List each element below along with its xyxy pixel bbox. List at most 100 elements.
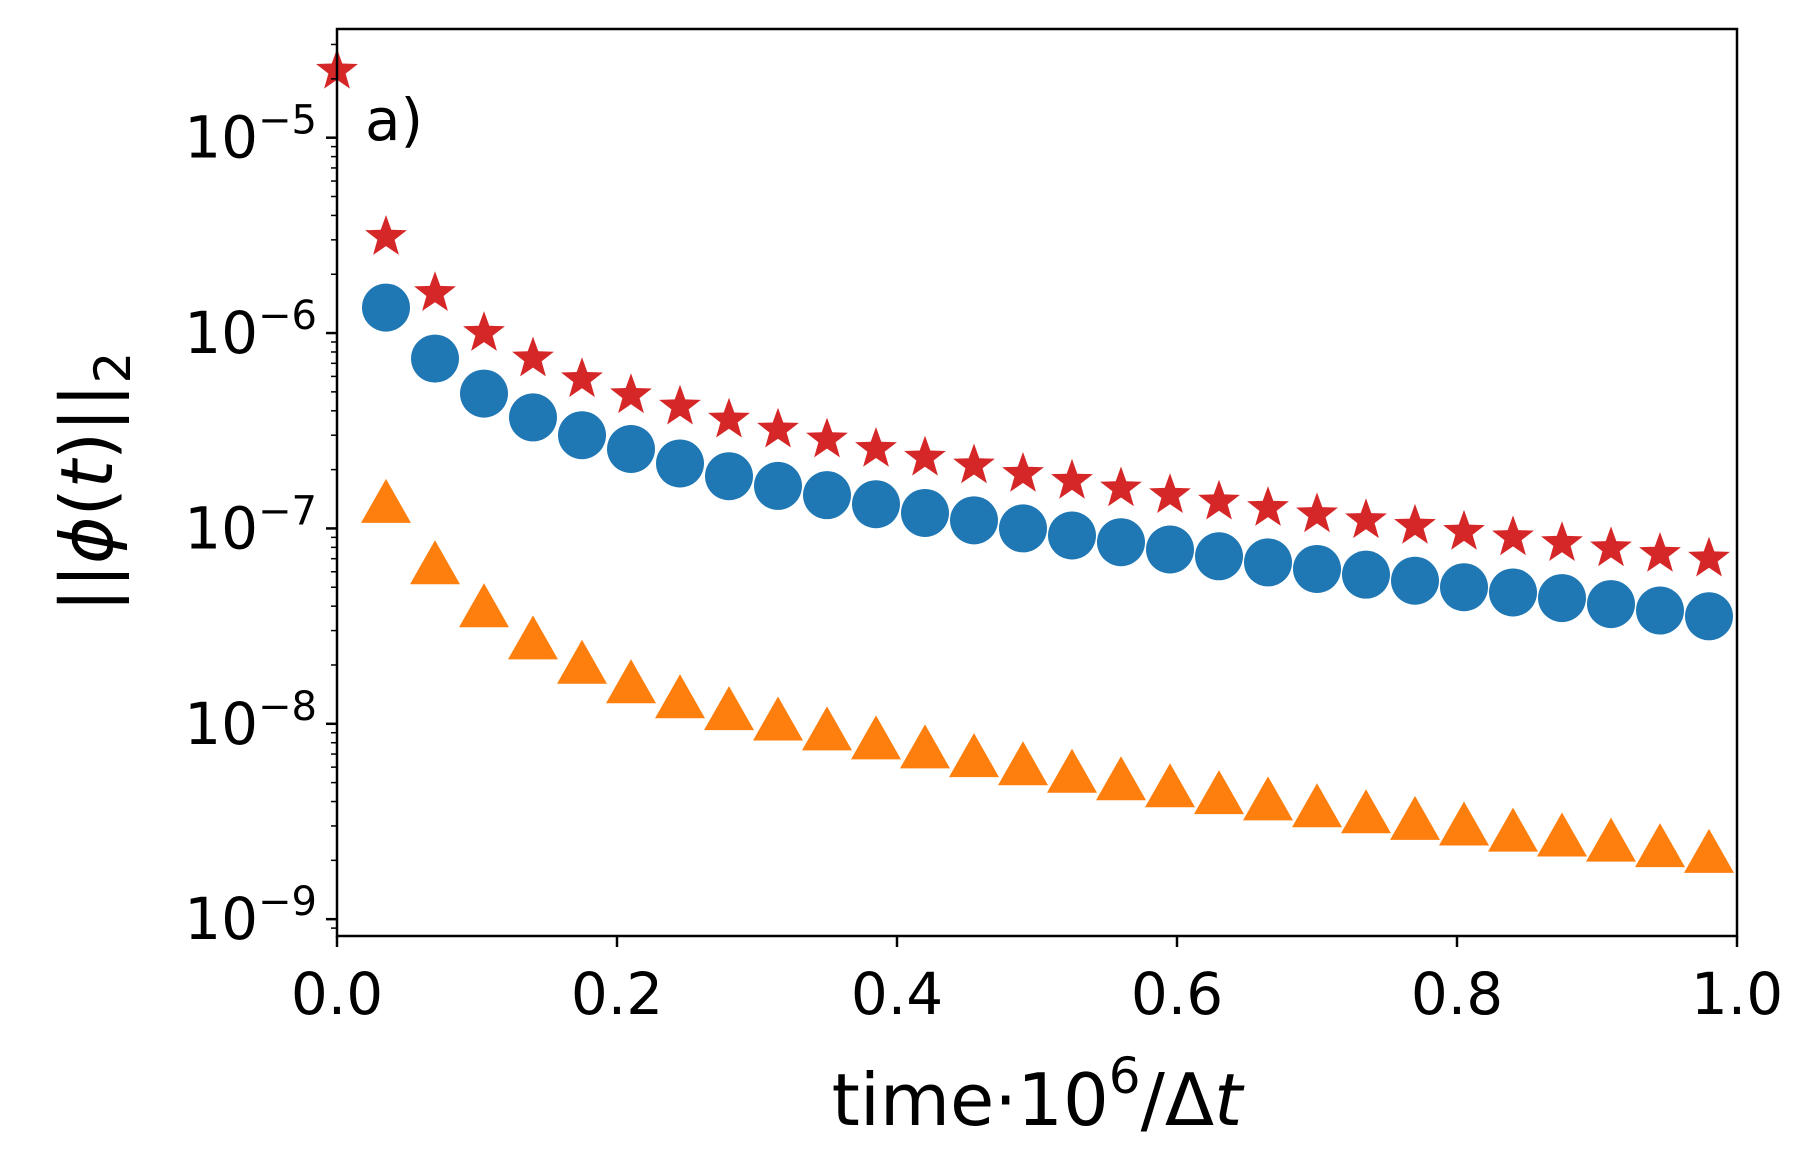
star-marker — [1051, 458, 1093, 499]
triangle-marker — [704, 686, 754, 731]
star-marker — [512, 336, 554, 377]
triangle-marker — [557, 639, 607, 684]
axis-major-ticks — [326, 136, 1739, 947]
circle-marker — [509, 393, 557, 442]
y-axis-title-close: || — [45, 383, 130, 432]
x-tick-label: 0.4 — [851, 960, 943, 1028]
plot-area-frame — [335, 27, 1739, 938]
circle-marker — [1440, 563, 1488, 612]
circle-marker — [1097, 518, 1145, 567]
x-tick-label: 0.0 — [291, 960, 383, 1028]
triangle-marker — [655, 674, 705, 719]
circle-marker — [803, 471, 851, 520]
circle-marker — [999, 504, 1047, 553]
star-marker — [757, 407, 799, 448]
circle-marker — [705, 452, 753, 501]
star-marker — [1198, 479, 1240, 520]
panel-label: a) — [365, 86, 423, 154]
triangle-marker — [361, 478, 411, 523]
y-tick-label-sup: −5 — [258, 98, 317, 144]
triangle-marker — [949, 733, 999, 778]
x-tick-label: 0.2 — [571, 960, 663, 1028]
triangle-marker — [1145, 763, 1195, 808]
triangle-marker — [1537, 812, 1587, 857]
x-tick-label: 1.0 — [1691, 960, 1783, 1028]
triangle-marker — [900, 724, 950, 769]
y-tick-label: 10−9 — [184, 879, 317, 953]
y-tick-label: 10−7 — [184, 488, 317, 562]
circle-marker — [901, 488, 949, 537]
y-tick-label-base: 10 — [184, 104, 258, 172]
x-axis-title: time·106/Δt — [832, 1047, 1246, 1142]
star-marker — [365, 215, 407, 255]
x-tick-label: 0.8 — [1411, 960, 1503, 1028]
y-axis-title-t: t — [45, 457, 129, 488]
star-marker — [1590, 526, 1632, 567]
x-axis-title-mid: /Δ — [1141, 1058, 1215, 1142]
y-tick-label-sup: −9 — [258, 879, 317, 925]
triangle-marker — [459, 583, 509, 628]
y-tick-label-sup: −8 — [258, 684, 317, 730]
circle-marker — [558, 411, 606, 460]
x-axis-title-var: t — [1214, 1058, 1245, 1142]
triangle-marker — [851, 715, 901, 760]
star-marker — [1345, 498, 1387, 539]
circle-marker — [1538, 574, 1586, 623]
circle-marker — [1587, 580, 1635, 629]
star-marker — [953, 443, 995, 484]
triangle-marker — [1096, 756, 1146, 801]
y-axis-title-paren-open: ( — [45, 488, 129, 516]
y-tick-label-base: 10 — [184, 299, 258, 367]
x-axis-title-base: time·10 — [832, 1058, 1109, 1142]
triangle-marker — [1635, 823, 1685, 868]
star-marker — [1688, 536, 1730, 577]
y-tick-label: 10−8 — [184, 684, 317, 758]
star-marker — [806, 417, 848, 458]
triangle-marker — [1243, 776, 1293, 821]
star-marker — [610, 373, 652, 414]
triangle-marker — [1488, 807, 1538, 852]
star-marker — [904, 435, 946, 476]
star-marker — [708, 397, 750, 438]
triangle-marker — [1292, 783, 1342, 828]
circle-marker — [362, 283, 410, 332]
y-tick-label-base: 10 — [184, 690, 258, 758]
circle-marker — [1146, 525, 1194, 574]
y-tick-label-sup: −6 — [258, 293, 317, 339]
star-marker — [463, 311, 505, 351]
star-marker — [1541, 521, 1583, 561]
y-axis-title-open: || — [45, 564, 130, 613]
triangle-marker — [1439, 801, 1489, 846]
y-tick-label-base: 10 — [184, 494, 258, 562]
y-axis-title-sub: 2 — [84, 352, 142, 384]
circle-marker — [852, 480, 900, 529]
y-axis-title-phi: ϕ — [45, 516, 129, 564]
circle-marker — [411, 334, 459, 383]
x-tick-label: 0.6 — [1131, 960, 1223, 1028]
circle-marker — [1685, 592, 1733, 641]
circle-marker — [656, 439, 704, 488]
triangle-marker — [508, 615, 558, 660]
star-marker — [1296, 492, 1338, 533]
triangle-marker — [1684, 828, 1734, 873]
star-marker — [561, 357, 603, 398]
triangle-marker — [1390, 795, 1440, 840]
circle-marker — [1293, 544, 1341, 593]
y-tick-label: 10−5 — [184, 98, 317, 172]
triangle-marker — [1341, 789, 1391, 834]
triangle-marker — [1047, 748, 1097, 793]
star-marker — [1492, 515, 1534, 556]
triangle-marker — [998, 741, 1048, 786]
y-tick-label: 10−6 — [184, 293, 317, 367]
circle-marker — [1391, 556, 1439, 605]
circle-marker — [1195, 532, 1243, 581]
triangle-marker — [606, 659, 656, 704]
star-marker — [414, 271, 456, 311]
star-marker — [1639, 532, 1681, 572]
star-marker — [855, 427, 897, 467]
triangle-marker — [1586, 817, 1636, 862]
y-axis-title: ||ϕ(t)||2 — [45, 352, 142, 613]
circle-marker — [950, 496, 998, 545]
star-marker — [1002, 452, 1044, 492]
star-marker — [1100, 466, 1142, 507]
